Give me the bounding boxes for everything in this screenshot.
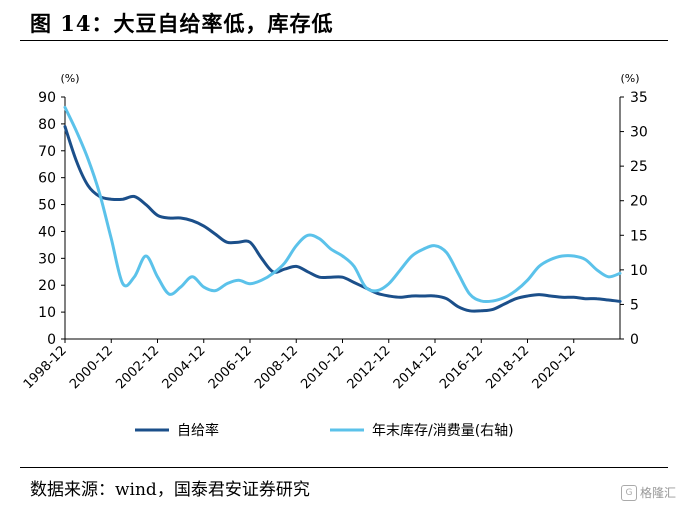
left-tick-label: 0	[47, 332, 56, 348]
chart-legend: 自给率 年末库存/消费量(右轴)	[135, 422, 514, 439]
right-tick-label: 5	[630, 297, 639, 313]
x-tick-label: 2004-12	[160, 343, 209, 392]
right-tick-label: 30	[630, 125, 648, 141]
right-tick-label: 25	[630, 159, 648, 175]
footer-divider	[20, 467, 668, 468]
x-tick-label: 2010-12	[298, 343, 347, 392]
x-tick-label: 2012-12	[345, 343, 394, 392]
chart-axes: 0 10 20 30 40 50 60 70 80 90 (%) 0 5 10 15 20 25 30 35 (%) 1…	[21, 72, 648, 392]
x-tick-label: 2000-12	[67, 343, 116, 392]
legend-label-1: 自给率	[177, 422, 219, 439]
x-tick-label: 2020-12	[530, 343, 579, 392]
left-tick-label: 70	[38, 144, 56, 160]
legend-label-2: 年末库存/消费量(右轴)	[372, 423, 514, 439]
right-tick-label: 15	[630, 228, 648, 244]
x-tick-label: 2008-12	[252, 343, 301, 392]
right-tick-label: 35	[630, 90, 648, 106]
left-axis-unit: (%)	[60, 72, 79, 85]
right-tick-label: 0	[630, 332, 639, 348]
x-tick-label: 2014-12	[391, 343, 440, 392]
right-tick-label: 20	[630, 194, 648, 210]
left-tick-label: 90	[38, 90, 56, 106]
left-tick-label: 10	[38, 305, 56, 321]
series-line-2	[63, 105, 622, 304]
x-tick-label: 2002-12	[113, 343, 162, 392]
left-tick-label: 40	[38, 224, 56, 240]
left-tick-label: 50	[38, 198, 56, 214]
x-tick-label: 2018-12	[483, 343, 532, 392]
left-tick-label: 60	[38, 171, 56, 187]
line-chart: 0 10 20 30 40 50 60 70 80 90 (%) 0 5 10 15 20 25 30 35 (%) 1…	[21, 72, 648, 439]
chart-series	[63, 105, 622, 313]
right-tick-label: 10	[630, 263, 648, 279]
x-tick-label: 1998-12	[21, 343, 70, 392]
series-line-1	[63, 125, 622, 313]
watermark-text: 格隆汇	[639, 486, 676, 500]
x-tick-label: 2006-12	[206, 343, 255, 392]
page-title: 图 14：大豆自给率低，库存低	[30, 11, 334, 36]
left-tick-label: 20	[38, 278, 56, 294]
right-axis-unit: (%)	[620, 72, 639, 85]
left-tick-label: 80	[38, 117, 56, 133]
title-divider	[20, 40, 668, 41]
data-source: 数据来源：wind，国泰君安证券研究	[30, 480, 310, 500]
watermark: G 格隆汇	[620, 484, 676, 501]
left-tick-label: 30	[38, 251, 56, 267]
watermark-logo-icon: G	[620, 484, 637, 501]
x-tick-label: 2016-12	[437, 343, 486, 392]
